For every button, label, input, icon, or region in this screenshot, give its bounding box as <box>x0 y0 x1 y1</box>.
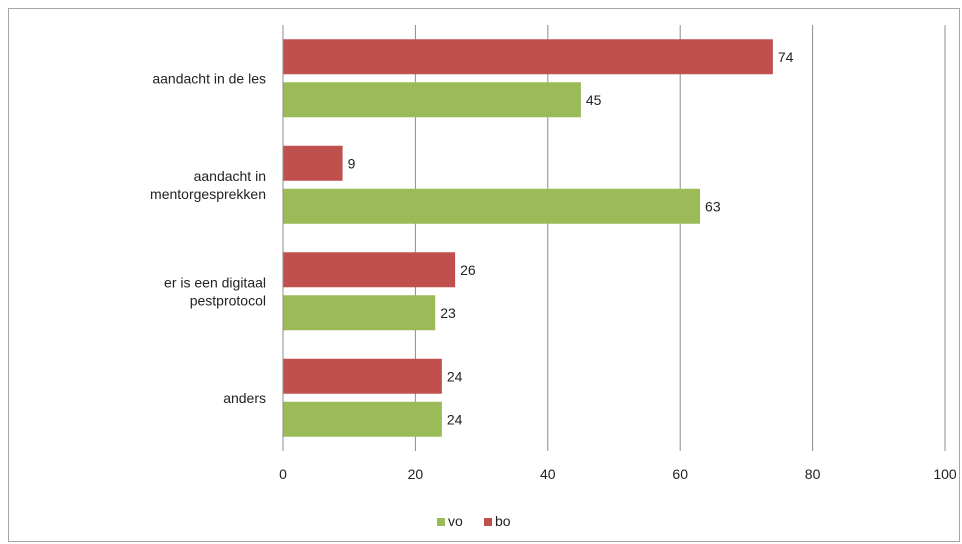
category-labels: aandacht in de les aandacht in mentorgespr… <box>150 70 266 406</box>
bar-vo <box>283 188 701 224</box>
data-label: 45 <box>586 92 602 108</box>
x-tick-label: 0 <box>279 466 287 482</box>
bar-vo <box>283 401 442 437</box>
legend-label-vo: vo <box>448 513 463 529</box>
category-label: anders <box>223 390 266 406</box>
x-tick-label: 60 <box>672 466 688 482</box>
bar-vo <box>283 82 581 118</box>
data-label: 74 <box>778 49 794 65</box>
data-label: 24 <box>447 411 463 427</box>
bar-vo <box>283 295 436 331</box>
data-label: 63 <box>705 198 721 214</box>
bar-bo <box>283 145 343 181</box>
bar-bo <box>283 252 456 288</box>
legend-label-bo: bo <box>495 513 511 529</box>
data-label: 26 <box>460 262 476 278</box>
axis: 0 20 40 60 80 100 <box>279 25 957 482</box>
bars <box>283 39 773 437</box>
bar-bo <box>283 358 442 394</box>
x-tick-label: 40 <box>540 466 556 482</box>
category-label: er is een digitaal pestprotocol <box>164 274 266 308</box>
data-label: 9 <box>348 155 356 171</box>
data-labels: 74 45 9 63 26 23 24 24 <box>348 49 794 428</box>
category-label: aandacht in mentorgesprekken <box>150 168 266 202</box>
x-tick-label: 80 <box>805 466 821 482</box>
bar-bo <box>283 39 773 75</box>
data-label: 24 <box>447 368 463 384</box>
legend: vo bo <box>437 513 511 529</box>
legend-swatch-vo <box>437 518 445 526</box>
x-tick-label: 20 <box>408 466 424 482</box>
x-tick-label: 100 <box>933 466 957 482</box>
category-label: aandacht in de les <box>152 70 266 86</box>
legend-swatch-bo <box>484 518 492 526</box>
data-label: 23 <box>440 305 456 321</box>
